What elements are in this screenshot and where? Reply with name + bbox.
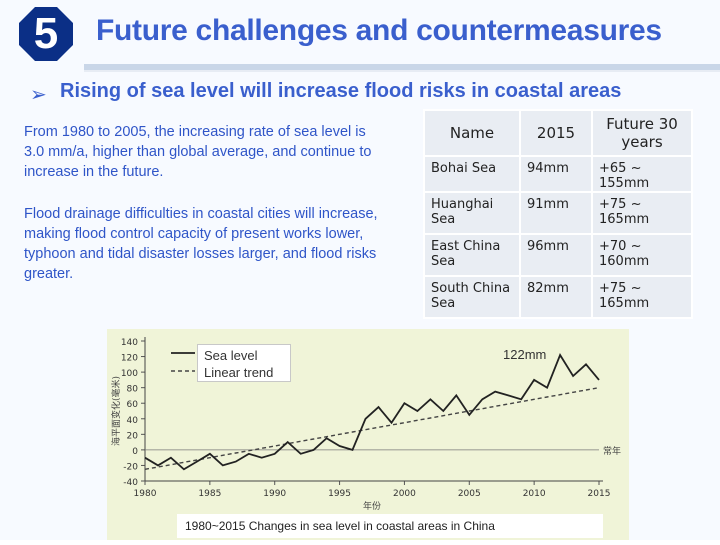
y-tick-label: 100 <box>121 369 138 379</box>
series-sea-level <box>144 353 600 471</box>
table-row: East China Sea 96mm +70 ~ 160mm <box>423 233 693 277</box>
header-2015: 2015 <box>519 109 593 157</box>
cell-future: +75 ~ 165mm <box>591 275 693 319</box>
y-tick-label: -20 <box>123 462 138 472</box>
x-tick-label: 2015 <box>588 489 611 499</box>
y-axis-label: 海平面变化(毫米) <box>110 376 122 446</box>
x-tick-label: 1990 <box>263 489 286 499</box>
baseline-label: 常年 <box>603 445 621 457</box>
figure-caption: 1980~2015 Changes in sea level in coasta… <box>177 514 603 538</box>
x-tick-label: 2005 <box>458 489 481 499</box>
paragraph-sea-level-rate: From 1980 to 2005, the increasing rate o… <box>24 124 372 180</box>
x-tick-label: 1985 <box>198 489 221 499</box>
y-tick-label: 120 <box>121 354 138 364</box>
chart-legend: Sea level Linear trend <box>197 344 291 382</box>
table-row: Huanghai Sea 91mm +75 ~ 165mm <box>423 191 693 235</box>
cell-future: +75 ~ 165mm <box>591 191 693 235</box>
cell-2015: 82mm <box>519 275 593 319</box>
page-title: Future challenges and countermeasures <box>96 14 662 47</box>
table-row: South China Sea 82mm +75 ~ 165mm <box>423 275 693 319</box>
x-axis-label: 年份 <box>363 500 381 512</box>
peak-annotation: 122mm <box>503 347 547 362</box>
sea-level-table: Name 2015 Future 30 years Bohai Sea 94mm… <box>423 109 693 319</box>
y-tick-label: 80 <box>127 385 139 395</box>
cell-2015: 94mm <box>519 155 593 193</box>
legend-linear-trend: Linear trend <box>204 365 274 380</box>
legend-sea-level: Sea level <box>204 348 258 363</box>
octagon-icon <box>19 7 73 61</box>
cell-future: +65 ~ 155mm <box>591 155 693 193</box>
x-tick-label: 1995 <box>328 489 351 499</box>
cell-name: East China Sea <box>423 233 521 277</box>
cell-future: +70 ~ 160mm <box>591 233 693 277</box>
x-tick-label: 1980 <box>134 489 157 499</box>
cell-2015: 96mm <box>519 233 593 277</box>
table-row: Bohai Sea 94mm +65 ~ 155mm <box>423 155 693 193</box>
cell-2015: 91mm <box>519 191 593 235</box>
header-name: Name <box>423 109 521 157</box>
y-tick-label: 0 <box>132 447 138 457</box>
y-tick-label: 140 <box>121 338 138 348</box>
table-header-row: Name 2015 Future 30 years <box>423 109 693 157</box>
bullet-heading: Rising of sea level will increase flood … <box>60 80 622 102</box>
section-badge: 5 <box>18 6 74 62</box>
paragraph-flood-risk: Flood drainage difficulties in coastal c… <box>24 206 378 282</box>
y-tick-label: -40 <box>123 478 138 488</box>
bullet-arrow-icon: ➢ <box>30 82 47 106</box>
y-tick-label: 40 <box>127 416 139 426</box>
cell-name: South China Sea <box>423 275 521 319</box>
y-tick-label: 60 <box>127 400 139 410</box>
cell-name: Huanghai Sea <box>423 191 521 235</box>
cell-name: Bohai Sea <box>423 155 521 193</box>
sea-level-figure: 140 120 100 80 60 40 20 0 -20 -40 1980 1985 1990 1995… <box>107 329 629 540</box>
x-tick-label: 2000 <box>393 489 416 499</box>
y-tick-label: 20 <box>127 431 139 441</box>
section-number: 5 <box>33 9 59 58</box>
x-tick-label: 2010 <box>523 489 546 499</box>
header-future: Future 30 years <box>591 109 693 157</box>
title-divider-shadow <box>84 70 720 72</box>
title-divider <box>84 64 720 70</box>
